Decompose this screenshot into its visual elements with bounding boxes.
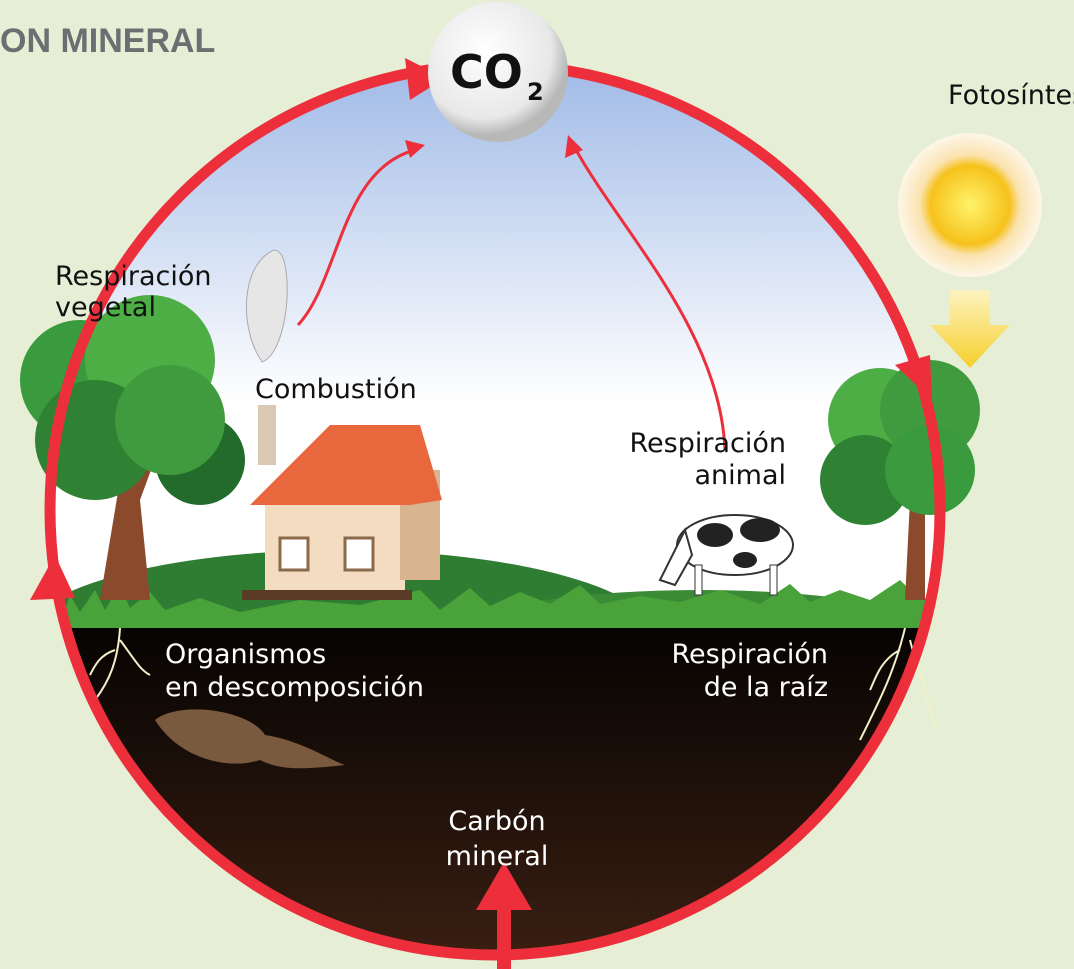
label: Respiración	[630, 428, 787, 459]
co2-subscript: 2	[527, 78, 544, 106]
label: Respiración	[55, 261, 212, 292]
label: de la raíz	[704, 672, 828, 703]
carbon-cycle-diagram: ON MINERAL	[0, 0, 1074, 969]
sun	[898, 133, 1042, 277]
arrow-shaft	[497, 900, 511, 969]
sun-arrow	[930, 290, 1010, 368]
label: Organismos	[165, 639, 326, 670]
label: mineral	[446, 841, 549, 872]
label: Fotosíntesis	[948, 80, 1074, 111]
co2-label: CO	[450, 45, 523, 99]
title: ON MINERAL	[0, 22, 215, 60]
house	[242, 405, 442, 600]
label: Respiración	[672, 639, 829, 670]
label: Carbón	[448, 806, 545, 837]
label: en descomposición	[165, 672, 424, 703]
label: animal	[694, 460, 786, 491]
label: Combustión	[255, 374, 417, 405]
label: vegetal	[55, 292, 156, 323]
